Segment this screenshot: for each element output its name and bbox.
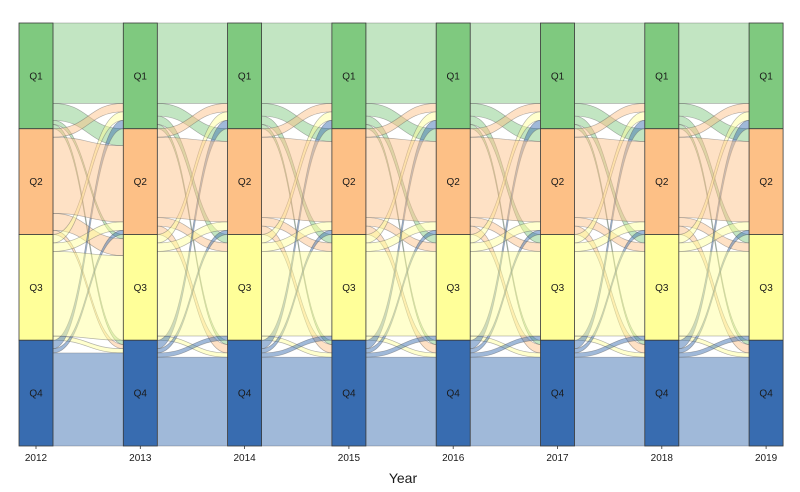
stratum-label-2019-Q4: Q4: [759, 389, 773, 400]
stratum-2013-Q4: [122, 339, 158, 447]
stratum-label-2019-Q3: Q3: [759, 283, 773, 294]
stratum-label-2017-Q3: Q3: [551, 283, 565, 294]
flow-2012-Q4-to-Q4: [52, 352, 124, 447]
flow-2017-Q2-to-Q2: [574, 136, 646, 223]
flow-layer: [52, 22, 750, 447]
flow-2012-Q3-to-Q3: [52, 251, 124, 341]
flow-2017-Q1-to-Q1: [574, 22, 646, 104]
stratum-2017-Q1: [540, 22, 575, 130]
flow-2018-Q1-to-Q1: [678, 22, 750, 104]
stratum-label-2014-Q3: Q3: [238, 283, 252, 294]
stratum-2012-Q4: [18, 339, 54, 447]
x-tick-label-2019: 2019: [755, 453, 778, 464]
stratum-label-2012-Q2: Q2: [29, 177, 43, 188]
flow-2013-Q1-to-Q1: [156, 22, 228, 104]
stratum-label-2017-Q1: Q1: [551, 71, 565, 82]
stratum-2013-Q2: [122, 128, 158, 235]
flow-2017-Q3-to-Q3: [574, 251, 646, 337]
stratum-2016-Q3: [435, 234, 471, 341]
x-tick-label-2012: 2012: [25, 453, 48, 464]
stratum-label-2016-Q3: Q3: [447, 283, 461, 294]
flow-2013-Q4-to-Q4: [156, 356, 228, 447]
flow-2018-Q2-to-Q2: [678, 136, 750, 223]
stratum-2014-Q1: [227, 22, 263, 130]
flow-2014-Q4-to-Q4: [261, 356, 333, 447]
stratum-2014-Q4: [227, 339, 263, 447]
flow-2015-Q3-to-Q3: [365, 251, 437, 337]
x-tick-label-2017: 2017: [546, 453, 569, 464]
flow-2015-Q1-to-Q1: [365, 22, 437, 104]
stratum-2018-Q2: [644, 128, 680, 235]
flow-2013-Q2-to-Q2: [156, 136, 228, 223]
flow-2012-Q2-to-Q2: [52, 136, 124, 223]
stratum-label-2017-Q2: Q2: [551, 177, 565, 188]
stratum-2019-Q2: [748, 128, 784, 235]
stratum-label-2013-Q4: Q4: [134, 389, 148, 400]
stratum-2015-Q4: [331, 339, 367, 447]
stratum-2016-Q4: [435, 339, 471, 447]
stratum-label-2013-Q2: Q2: [134, 177, 148, 188]
stratum-label-2018-Q1: Q1: [655, 71, 669, 82]
stratum-label-2015-Q2: Q2: [342, 177, 356, 188]
stratum-2017-Q2: [540, 128, 575, 235]
stratum-label-2013-Q3: Q3: [134, 283, 148, 294]
stratum-label-2019-Q1: Q1: [759, 71, 773, 82]
flow-2016-Q1-to-Q1: [469, 22, 541, 104]
stratum-2012-Q3: [18, 234, 54, 341]
stratum-label-2015-Q3: Q3: [342, 283, 356, 294]
stratum-2018-Q1: [644, 22, 680, 130]
x-tick-label-2018: 2018: [651, 453, 674, 464]
stratum-label-2017-Q4: Q4: [551, 389, 565, 400]
flow-2017-Q4-to-Q4: [574, 356, 646, 447]
flow-2012-Q1-to-Q1: [52, 22, 124, 104]
strata-layer: Q1 Q2 Q3 Q4 Q1 Q2 Q3 Q4 Q1 Q2 Q3 Q4 Q1 Q2 Q3 Q4 Q1 Q2 Q3 Q4…: [18, 22, 784, 447]
stratum-label-2012-Q3: Q3: [29, 283, 43, 294]
stratum-label-2012-Q4: Q4: [29, 389, 43, 400]
stratum-label-2018-Q3: Q3: [655, 283, 669, 294]
stratum-2019-Q3: [748, 234, 784, 341]
stratum-2014-Q3: [227, 234, 263, 341]
flow-2014-Q2-to-Q2: [261, 136, 333, 223]
flow-2013-Q3-to-Q3: [156, 251, 228, 337]
flow-2016-Q4-to-Q4: [469, 356, 541, 447]
x-tick-label-2014: 2014: [233, 453, 256, 464]
stratum-2013-Q3: [122, 234, 158, 341]
stratum-2015-Q3: [331, 234, 367, 341]
stratum-label-2013-Q1: Q1: [134, 71, 148, 82]
x-tick-label-2013: 2013: [129, 453, 152, 464]
stratum-2016-Q1: [435, 22, 471, 130]
stratum-2013-Q1: [122, 22, 158, 130]
stratum-label-2016-Q4: Q4: [447, 389, 461, 400]
stratum-2019-Q1: [748, 22, 784, 130]
x-tick-label-2015: 2015: [338, 453, 361, 464]
stratum-label-2015-Q1: Q1: [342, 71, 356, 82]
stratum-label-2014-Q4: Q4: [238, 389, 252, 400]
stratum-label-2018-Q2: Q2: [655, 177, 669, 188]
flow-2015-Q4-to-Q4: [365, 356, 437, 447]
x-axis-ticks: 2012 2013 2014 2015 2016 2017 2018 2019: [25, 446, 778, 464]
stratum-label-2016-Q2: Q2: [447, 177, 461, 188]
stratum-2014-Q2: [227, 128, 263, 235]
stratum-label-2014-Q2: Q2: [238, 177, 252, 188]
flow-2015-Q2-to-Q2: [365, 136, 437, 223]
flow-2014-Q1-to-Q1: [261, 22, 333, 104]
stratum-label-2018-Q4: Q4: [655, 389, 669, 400]
stratum-label-2016-Q1: Q1: [447, 71, 461, 82]
x-axis-title: Year: [389, 470, 418, 486]
stratum-label-2012-Q1: Q1: [29, 71, 43, 82]
x-tick-label-2016: 2016: [442, 453, 465, 464]
stratum-2018-Q3: [644, 234, 680, 341]
flow-2018-Q3-to-Q3: [678, 251, 750, 337]
stratum-2017-Q4: [540, 339, 575, 447]
stratum-2012-Q2: [18, 128, 54, 235]
stratum-label-2015-Q4: Q4: [342, 389, 356, 400]
flow-2016-Q3-to-Q3: [469, 251, 541, 337]
stratum-2017-Q3: [540, 234, 575, 341]
stratum-label-2019-Q2: Q2: [759, 177, 773, 188]
flow-2018-Q4-to-Q4: [678, 356, 750, 447]
flow-2016-Q2-to-Q2: [469, 136, 541, 223]
stratum-label-2014-Q1: Q1: [238, 71, 252, 82]
flow-2014-Q3-to-Q3: [261, 251, 333, 337]
